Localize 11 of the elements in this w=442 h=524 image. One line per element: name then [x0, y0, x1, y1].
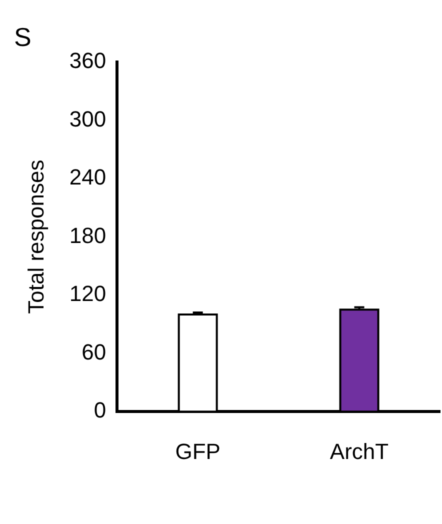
y-axis-title: Total responses [23, 160, 48, 314]
y-tick-label: 180 [69, 222, 106, 248]
y-tick-label: 360 [69, 48, 106, 74]
y-tick-label: 240 [69, 164, 106, 190]
y-tick-label: 120 [69, 281, 106, 306]
y-tick-label: 0 [94, 398, 106, 423]
x-tick-label: ArchT [330, 438, 389, 464]
x-tick-label: GFP [175, 438, 220, 464]
text: S [14, 22, 32, 53]
y-tick-label: 300 [69, 106, 106, 132]
y-tick-label: 60 [82, 339, 106, 364]
